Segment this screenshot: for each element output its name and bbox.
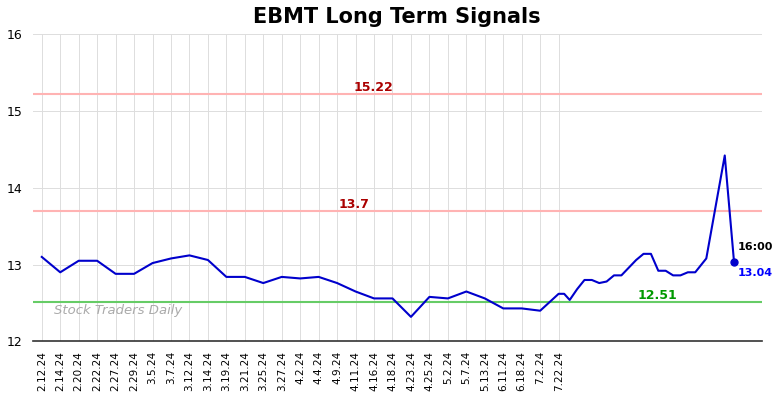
Text: 13.7: 13.7	[339, 198, 369, 211]
Text: 13.04: 13.04	[738, 268, 773, 278]
Point	[728, 258, 740, 265]
Text: Stock Traders Daily: Stock Traders Daily	[54, 304, 183, 317]
Text: 12.51: 12.51	[637, 289, 677, 302]
Text: 15.22: 15.22	[354, 81, 393, 94]
Title: EBMT Long Term Signals: EBMT Long Term Signals	[253, 7, 541, 27]
Text: 16:00: 16:00	[738, 242, 773, 252]
